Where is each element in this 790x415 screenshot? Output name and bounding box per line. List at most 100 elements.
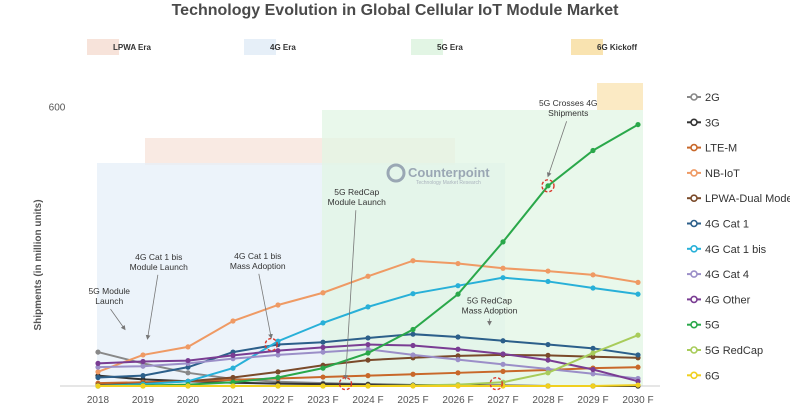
annotation-text: 4G Cat 1 bis [234, 251, 281, 261]
data-point [410, 383, 416, 389]
data-point [590, 383, 596, 389]
x-tick-label: 2021 [222, 395, 245, 406]
data-point [410, 331, 416, 337]
data-point [410, 326, 416, 333]
annotation-text: Launch [95, 296, 123, 306]
legend-swatch-marker [690, 219, 698, 228]
watermark-icon [386, 163, 406, 183]
data-point [275, 338, 281, 344]
legend-item-2g: 2G [687, 92, 720, 104]
data-point [545, 383, 551, 389]
annotation-arrow [110, 308, 126, 331]
era-label-6g-kickoff: 6G Kickoff [597, 43, 637, 52]
legend-label: 5G [705, 320, 720, 332]
data-point [230, 318, 236, 324]
highlight-circle [264, 337, 278, 352]
series-lines [95, 121, 641, 389]
series-4g-cat-4 [95, 346, 641, 382]
data-point [320, 320, 326, 326]
y-axis-label: Shipments (in million units) [33, 199, 44, 330]
x-tick-label: 2022 F [262, 395, 293, 406]
era-label-5g-era: 5G Era [437, 43, 463, 52]
legend-swatch-marker [690, 118, 698, 127]
x-tick-label: 2029 F [577, 395, 608, 406]
legend-swatch-marker [690, 143, 698, 152]
data-point [275, 369, 281, 375]
data-point [320, 339, 326, 345]
data-point [365, 357, 371, 363]
data-point [275, 348, 281, 354]
data-point [410, 291, 416, 297]
data-point [455, 353, 461, 359]
data-point [95, 383, 101, 389]
data-point [635, 279, 641, 285]
x-tick-label: 2024 F [352, 395, 383, 406]
annotation-arrow [343, 210, 357, 380]
data-point [590, 350, 596, 356]
data-point [410, 258, 416, 264]
data-point [275, 352, 281, 358]
series-4g-cat-1-bis [95, 275, 641, 389]
legend-item-5g: 5G [687, 320, 720, 332]
data-point [455, 346, 461, 352]
legend-label: LTE-M [705, 143, 737, 155]
data-point [365, 335, 371, 341]
data-point [590, 366, 596, 373]
series-legend: 2G 3G LTE-M NB-IoT LPWA-Dual Mode 4G Cat 1 4G … [687, 92, 790, 382]
legend-item-5g-redcap: 5G RedCap [687, 345, 763, 357]
data-point [230, 352, 236, 358]
legend-label: 3G [705, 117, 720, 129]
data-point [410, 371, 416, 377]
series-4g-other [95, 341, 641, 384]
highlight-circle [541, 179, 555, 193]
data-point [275, 374, 281, 381]
data-point [590, 147, 596, 154]
data-point [635, 121, 641, 128]
annotation-text: Mass Adoption [230, 261, 286, 271]
legend-item-lpwa-dual-mode: LPWA-Dual Mode [687, 193, 790, 205]
data-point [455, 291, 461, 297]
data-point [590, 285, 596, 291]
data-point [455, 370, 461, 376]
x-tick-label: 2025 F [397, 395, 428, 406]
data-point [185, 383, 191, 389]
data-point [500, 368, 506, 374]
data-point [590, 272, 596, 278]
data-point [365, 383, 371, 389]
data-point [545, 370, 551, 376]
data-point [500, 265, 506, 271]
x-tick-label: 2026 F [442, 395, 473, 406]
annotation-arrow [258, 273, 273, 339]
data-point [500, 338, 506, 344]
data-point [365, 350, 371, 356]
annotation-text: Shipments [548, 108, 588, 118]
annotation-text: 5G RedCap [334, 187, 379, 197]
legend-label: 6G [705, 370, 720, 382]
legend-label: 4G Cat 1 [705, 219, 749, 231]
legend-swatch-marker [690, 194, 698, 202]
data-point [95, 374, 101, 381]
data-point [545, 341, 551, 348]
data-point [500, 351, 506, 357]
annotation-text: 5G Module [88, 286, 130, 296]
data-point [410, 342, 416, 349]
x-tick-label: 2023 F [307, 395, 338, 406]
annotation-text: Mass Adoption [462, 306, 518, 316]
data-point [635, 291, 641, 297]
data-point [320, 374, 326, 380]
data-point [275, 383, 281, 389]
legend-swatch-marker [690, 371, 698, 380]
data-point [545, 352, 551, 358]
era-legend: LPWA Era 4G Era 5G Era 6G Kickoff [87, 39, 637, 55]
era-bands [97, 83, 643, 386]
data-point [320, 365, 326, 371]
watermark-brand: Counterpoint [408, 165, 490, 180]
series-nb-iot [95, 258, 641, 375]
data-point [365, 341, 371, 348]
data-point [635, 382, 641, 388]
data-point [455, 260, 461, 267]
